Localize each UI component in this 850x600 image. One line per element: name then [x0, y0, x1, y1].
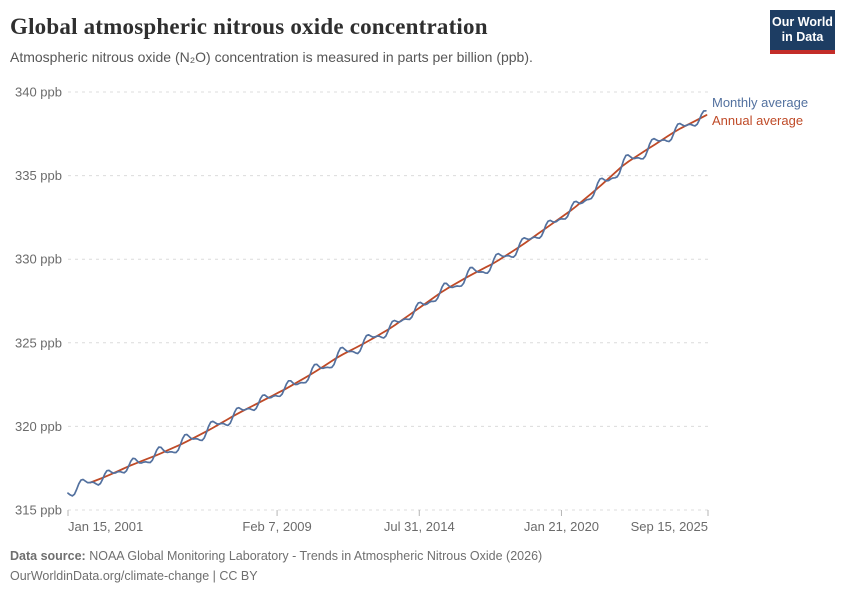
y-axis-label: 330 ppb: [15, 252, 62, 267]
owid-logo-line2: in Data: [781, 30, 824, 44]
footer-license-link[interactable]: CC BY: [219, 569, 258, 583]
x-axis-label: Jul 31, 2014: [384, 519, 455, 534]
owid-logo[interactable]: Our World in Data: [770, 10, 835, 54]
y-axis-label: 320 ppb: [15, 419, 62, 434]
y-axis-label: 315 ppb: [15, 503, 62, 518]
chart-subtitle: Atmospheric nitrous oxide (N₂O) concentr…: [10, 49, 533, 65]
data-source-line: Data source: NOAA Global Monitoring Labo…: [10, 546, 542, 566]
footer-link[interactable]: OurWorldinData.org/climate-change: [10, 569, 210, 583]
footer-separator: |: [209, 569, 220, 583]
x-axis-label: Jan 15, 2001: [68, 519, 143, 534]
x-axis-label: Feb 7, 2009: [242, 519, 311, 534]
gridlines: [68, 91, 708, 511]
axis-labels: 315 ppb 320 ppb 325 ppb 330 ppb 335 ppb 340 p…: [15, 85, 709, 534]
monthly-average-line: [67, 109, 707, 497]
y-axis-label: 325 ppb: [15, 335, 62, 350]
legend-item-annual-average[interactable]: Annual average: [712, 113, 803, 128]
x-axis-label: Jan 21, 2020: [524, 519, 599, 534]
annual-average-line: [89, 114, 708, 484]
footer: Data source: NOAA Global Monitoring Labo…: [10, 546, 542, 586]
y-axis-label: 335 ppb: [15, 168, 62, 183]
footer-links-line: OurWorldinData.org/climate-change | CC B…: [10, 566, 542, 586]
page-title: Global atmospheric nitrous oxide concent…: [10, 14, 488, 39]
chart-header: Global atmospheric nitrous oxide concent…: [10, 14, 750, 65]
owid-logo-line1: Our World: [772, 15, 833, 29]
x-axis-label: Sep 15, 2025: [631, 519, 708, 534]
legend-item-monthly-average[interactable]: Monthly average: [712, 95, 808, 110]
data-source-label: Data source:: [10, 549, 86, 563]
y-axis-label: 340 ppb: [15, 85, 62, 100]
data-source-text: NOAA Global Monitoring Laboratory - Tren…: [85, 549, 543, 563]
